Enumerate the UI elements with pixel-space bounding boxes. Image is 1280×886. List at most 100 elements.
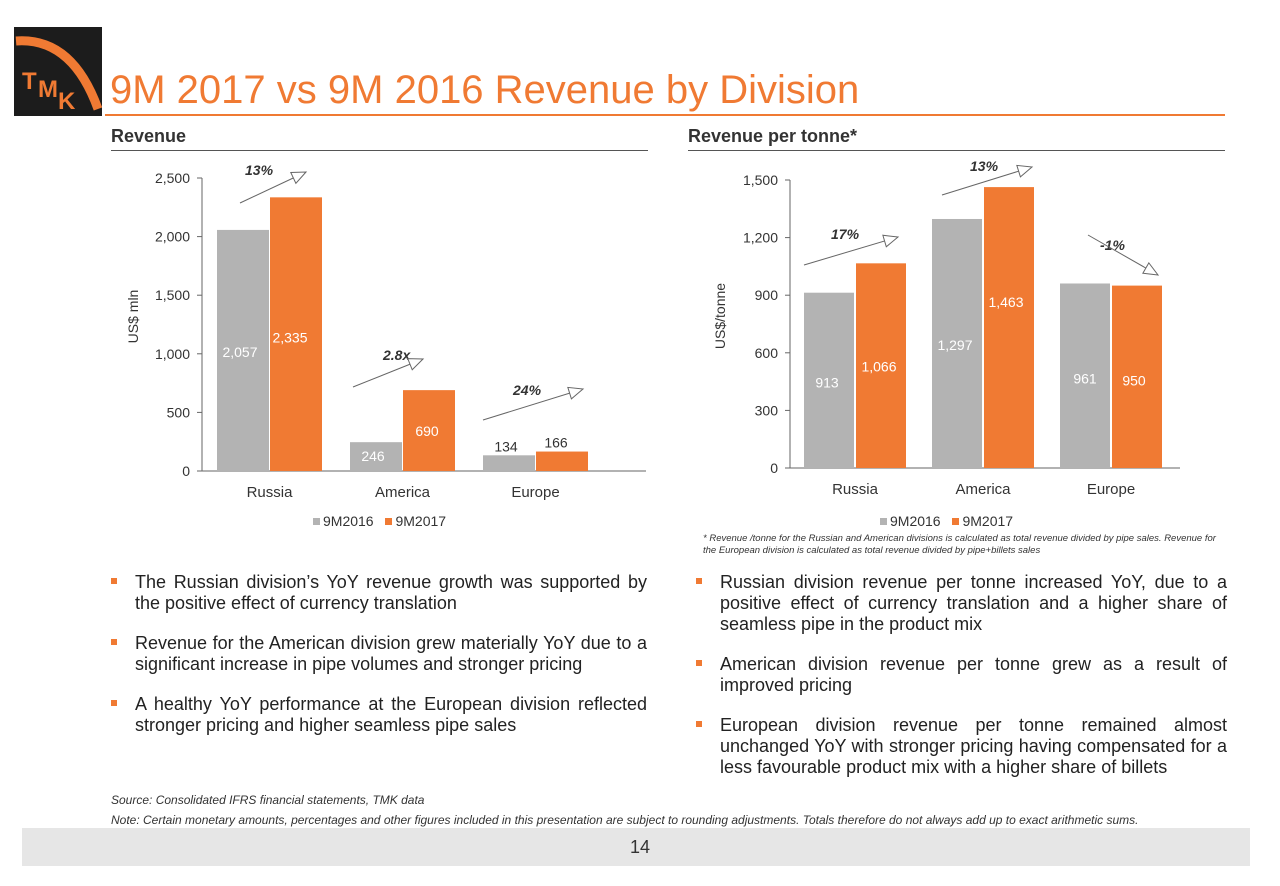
bar-9m2017-europe — [536, 451, 588, 471]
bar-9m2017-europe — [1112, 285, 1162, 468]
bullet-marker — [111, 639, 117, 645]
bullet-text: Russian division revenue per tonne incre… — [720, 572, 1227, 634]
growth-arrow-head — [407, 358, 425, 371]
legend-item-9m2017: 9M2017 — [952, 513, 1013, 529]
bar-9m2016-russia — [804, 292, 854, 468]
x-tick-label: Europe — [511, 484, 559, 501]
growth-arrow-head — [1142, 261, 1160, 276]
bullet-marker — [696, 660, 702, 666]
revenue-per-tonne-commentary: Russian division revenue per tonne incre… — [696, 572, 1227, 797]
source-note: Source: Consolidated IFRS financial stat… — [111, 793, 425, 807]
page-title: 9M 2017 vs 9M 2016 Revenue by Division — [110, 68, 860, 112]
data-label: 1,297 — [937, 337, 972, 353]
y-tick-label: 1,000 — [155, 346, 190, 362]
svg-text:T: T — [22, 68, 37, 95]
growth-arrow-line — [941, 166, 1033, 196]
bullet-text: American division revenue per tonne grew… — [720, 654, 1227, 695]
growth-annotation: -1% — [1100, 237, 1125, 253]
y-tick-label: 900 — [755, 287, 779, 303]
growth-arrow-line — [482, 388, 584, 421]
growth-annotation: 13% — [245, 162, 274, 178]
company-logo: T M K — [14, 27, 102, 116]
y-tick-label: 500 — [167, 404, 191, 420]
data-label: 246 — [361, 448, 385, 464]
growth-annotation: 17% — [831, 226, 860, 242]
x-tick-label: Russia — [247, 484, 294, 501]
bar-9m2016-america — [350, 442, 402, 471]
data-label: 690 — [415, 423, 439, 439]
data-label: 166 — [544, 435, 568, 451]
bullet-marker — [696, 721, 702, 727]
bullet-item: European division revenue per tonne rema… — [696, 715, 1227, 778]
data-label: 1,463 — [988, 294, 1023, 310]
bullet-marker — [111, 700, 117, 706]
y-tick-label: 0 — [182, 463, 190, 479]
bullet-text: A healthy YoY performance at the Europea… — [135, 694, 647, 735]
y-tick-label: 2,500 — [155, 170, 190, 186]
growth-annotation: 24% — [512, 382, 542, 398]
bullet-item: A healthy YoY performance at the Europea… — [111, 694, 647, 736]
data-label: 134 — [494, 438, 518, 454]
bar-9m2016-europe — [1060, 283, 1110, 468]
growth-arrow-head — [290, 171, 308, 185]
svg-text:K: K — [58, 88, 76, 115]
bar-9m2016-russia — [217, 229, 269, 471]
legend-swatch-9m2017 — [952, 517, 960, 525]
bar-9m2017-russia — [856, 263, 906, 468]
y-tick-label: 1,200 — [743, 230, 778, 246]
bar-9m2017-america — [403, 390, 455, 471]
data-label: 961 — [1073, 370, 1097, 386]
growth-annotation: 2.8x — [382, 347, 411, 363]
data-label: 2,057 — [222, 344, 257, 360]
bar-9m2016-europe — [483, 455, 535, 471]
legend-item-9m2016: 9M2016 — [880, 513, 941, 529]
x-tick-label: Europe — [1087, 481, 1135, 498]
revenue-heading: Revenue — [111, 126, 187, 146]
chart-footnote: * Revenue /tonne for the Russian and Ame… — [703, 533, 1216, 556]
revenue-commentary: The Russian division’s YoY revenue growt… — [111, 572, 647, 755]
y-axis-label: US$ mln — [125, 290, 141, 344]
page-number: 14 — [629, 837, 651, 857]
bar-9m2016-america — [932, 218, 982, 468]
growth-arrow-line — [803, 236, 899, 266]
bullet-text: European division revenue per tonne rema… — [720, 715, 1227, 777]
bullet-text: Revenue for the American division grew m… — [135, 633, 647, 674]
footer-bar — [22, 828, 1250, 866]
legend-label-9m2017: 9M2017 — [395, 513, 447, 529]
bullet-text: The Russian division’s YoY revenue growt… — [135, 572, 647, 613]
bullet-item: Russian division revenue per tonne incre… — [696, 572, 1227, 635]
revenue-per-tonne-chart-legend: 9M2016 9M2017 — [880, 513, 1021, 529]
bullet-item: American division revenue per tonne grew… — [696, 654, 1227, 696]
revenue-per-tonne-chart: 0 300 600 900 1,200 1,500 US$/tonne 913 1,066 Rus… — [712, 158, 1180, 498]
revenue-heading-rule — [111, 150, 648, 151]
y-tick-label: 1,500 — [743, 172, 778, 188]
bullet-marker — [111, 578, 117, 584]
bar-9m2017-america — [984, 187, 1034, 468]
legend-label-9m2017: 9M2017 — [962, 513, 1014, 529]
bar-9m2017-russia — [270, 197, 322, 471]
legend-swatch-9m2016 — [880, 517, 887, 525]
data-label: 913 — [815, 375, 839, 391]
bullet-item: Revenue for the American division grew m… — [111, 633, 647, 675]
y-tick-label: 2,000 — [155, 229, 190, 245]
data-label: 1,066 — [861, 358, 896, 374]
revenue-chart: 0 500 1,000 1,500 2,000 2,500 US$ mln 2,057 2,33… — [125, 162, 646, 501]
bullet-item: The Russian division’s YoY revenue growt… — [111, 572, 647, 614]
growth-annotation: 13% — [970, 158, 999, 174]
y-tick-label: 300 — [755, 402, 779, 418]
legend-swatch-9m2016 — [313, 517, 320, 525]
legend-item-9m2016: 9M2016 — [313, 513, 374, 529]
y-axis-label: US$/tonne — [712, 283, 728, 349]
x-tick-label: America — [375, 484, 431, 501]
legend-label-9m2016: 9M2016 — [890, 513, 941, 529]
revenue-per-tonne-heading: Revenue per tonne* — [688, 126, 858, 146]
title-divider — [105, 114, 1225, 116]
legend-swatch-9m2017 — [385, 517, 393, 525]
data-label: 950 — [1122, 373, 1146, 389]
growth-arrow-head — [882, 234, 900, 248]
bullet-marker — [696, 578, 702, 584]
y-tick-label: 600 — [755, 345, 779, 361]
revenue-chart-legend: 9M2016 9M2017 — [313, 513, 454, 529]
x-tick-label: America — [955, 481, 1011, 498]
legend-label-9m2016: 9M2016 — [323, 513, 374, 529]
